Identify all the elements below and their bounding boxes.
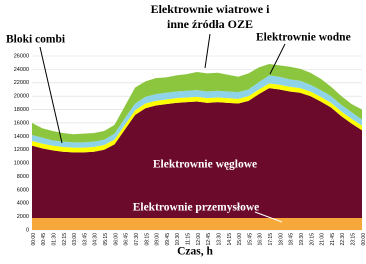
y-tick-label: 22000 <box>14 80 29 86</box>
annotation: Elektrownie przemysłowe <box>133 202 260 214</box>
annotation: Bloki combi <box>6 34 66 46</box>
x-tick-label: 12:00 <box>196 233 202 246</box>
area <box>32 217 362 230</box>
annotation-arrow <box>204 33 211 69</box>
x-tick-label: 00:00 <box>31 233 37 246</box>
x-tick-label: 09:45 <box>165 233 171 246</box>
x-tick-label: 06:00 <box>113 233 119 246</box>
x-tick-label: 00:45 <box>41 233 47 246</box>
x-tick-label: 15:45 <box>247 233 253 246</box>
x-tick-label: 03:00 <box>72 233 78 246</box>
y-tick-label: 16000 <box>14 120 29 126</box>
area <box>32 83 362 153</box>
x-tick-label: 16:30 <box>258 233 264 246</box>
x-tick-label: 13:30 <box>216 233 222 246</box>
y-tick-label: 8000 <box>17 174 29 180</box>
x-tick-label: 03:45 <box>82 233 88 246</box>
y-tick-label: 4000 <box>17 201 29 207</box>
x-tick-label: 06:45 <box>124 233 130 246</box>
annotation: Elektrownie wiatrowe i inne źródła OZE <box>150 2 270 31</box>
y-tick-label: 6000 <box>17 187 29 193</box>
x-tick-label: 15:00 <box>237 233 243 246</box>
x-tick-label: 07:30 <box>134 233 140 246</box>
x-tick-label: 05:15 <box>103 233 109 246</box>
x-tick-label: 10:30 <box>175 233 181 246</box>
y-tick-label: 10000 <box>14 161 29 167</box>
x-tick-label: 08:15 <box>144 233 150 246</box>
y-tick-label: 26000 <box>14 53 29 59</box>
x-tick-label: 02:15 <box>62 233 68 246</box>
annotation: Elektrownie wodne <box>256 32 351 44</box>
annotation: Elektrownie węglowe <box>153 159 257 171</box>
x-tick-label: 12:45 <box>206 233 212 246</box>
y-tick-label: 12000 <box>14 147 29 153</box>
y-tick-label: 2000 <box>17 214 29 220</box>
area <box>32 64 362 143</box>
x-tick-label: 23:15 <box>351 233 357 246</box>
x-tick-label: 22:30 <box>340 233 346 246</box>
area <box>32 88 362 218</box>
x-tick-label: 18:00 <box>278 233 284 246</box>
y-tick-label: 0 <box>26 227 29 233</box>
x-tick-label: 01:30 <box>51 233 57 246</box>
x-tick-label: 11:15 <box>186 233 192 245</box>
annotation-arrow <box>254 211 283 223</box>
x-axis-title: Czas, h <box>177 246 213 258</box>
x-tick-label: 21:45 <box>330 233 336 246</box>
x-tick-label: 00:00 <box>361 233 366 246</box>
y-tick-label: 20000 <box>14 94 29 100</box>
annotation-arrow <box>269 43 286 75</box>
y-tick-label: 24000 <box>14 67 29 73</box>
x-tick-label: 21:00 <box>320 233 326 246</box>
y-tick-label: 18000 <box>14 107 29 113</box>
x-tick-label: 04:30 <box>93 233 99 246</box>
x-tick-label: 18:45 <box>289 233 295 246</box>
x-tick-label: 09:00 <box>155 233 161 246</box>
x-tick-label: 19:30 <box>299 233 305 246</box>
annotation-arrow <box>39 46 63 144</box>
y-tick-label: 14000 <box>14 134 29 140</box>
x-tick-label: 14:15 <box>227 233 233 246</box>
x-tick-label: 17:15 <box>268 233 274 246</box>
x-tick-label: 20:15 <box>309 233 315 246</box>
